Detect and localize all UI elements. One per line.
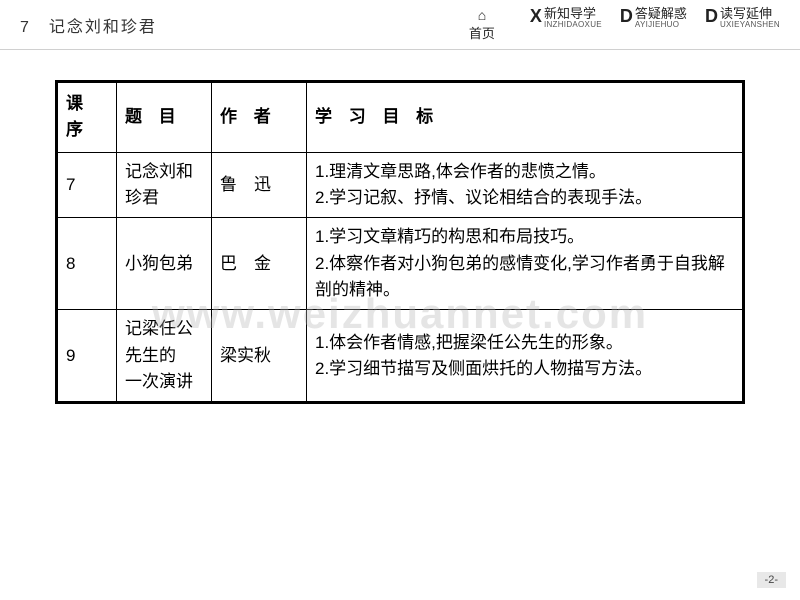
nav-sub: UXIEYANSHEN — [720, 21, 780, 30]
cell-author: 巴 金 — [212, 218, 307, 310]
cell-title: 小狗包弟 — [117, 218, 212, 310]
nav-letter: D — [705, 7, 718, 25]
nav-label: 答疑解惑 — [635, 7, 687, 21]
nav-xinzhi[interactable]: X 新知导学 INZHIDAOXUE — [530, 7, 602, 30]
table-row: 7 记念刘和珍君 鲁 迅 1.理清文章思路,体会作者的悲愤之情。2.学习记叙、抒… — [57, 152, 744, 218]
th-title: 题 目 — [117, 82, 212, 153]
cell-title: 记梁任公先生的一次演讲 — [117, 310, 212, 403]
cell-goals: 1.学习文章精巧的构思和布局技巧。2.体察作者对小狗包弟的感情变化,学习作者勇于… — [307, 218, 744, 310]
th-author: 作 者 — [212, 82, 307, 153]
nav-bar: ⌂ 首页 X 新知导学 INZHIDAOXUE D 答疑解惑 AYIJIEHUO — [452, 7, 780, 42]
table-header-row: 课 序 题 目 作 者 学 习 目 标 — [57, 82, 744, 153]
nav-sub: AYIJIEHUO — [635, 21, 687, 30]
cell-seq: 7 — [57, 152, 117, 218]
nav-label: 首页 — [469, 23, 495, 42]
cell-goals: 1.体会作者情感,把握梁任公先生的形象。2.学习细节描写及侧面烘托的人物描写方法… — [307, 310, 744, 403]
lesson-table: 课 序 题 目 作 者 学 习 目 标 7 记念刘和珍君 鲁 迅 1.理清文章思… — [55, 80, 745, 404]
cell-author: 鲁 迅 — [212, 152, 307, 218]
th-seq: 课 序 — [57, 82, 117, 153]
cell-seq: 8 — [57, 218, 117, 310]
page-number: -2- — [757, 572, 786, 588]
nav-label: 新知导学 — [544, 7, 602, 21]
nav-label: 读写延伸 — [720, 7, 780, 21]
table-row: 8 小狗包弟 巴 金 1.学习文章精巧的构思和布局技巧。2.体察作者对小狗包弟的… — [57, 218, 744, 310]
home-icon: ⌂ — [478, 7, 486, 23]
cell-author: 梁实秋 — [212, 310, 307, 403]
nav-letter: X — [530, 7, 542, 25]
nav-sub: INZHIDAOXUE — [544, 21, 602, 30]
nav-duxie[interactable]: D 读写延伸 UXIEYANSHEN — [705, 7, 780, 30]
table-row: 9 记梁任公先生的一次演讲 梁实秋 1.体会作者情感,把握梁任公先生的形象。2.… — [57, 310, 744, 403]
cell-goals: 1.理清文章思路,体会作者的悲愤之情。2.学习记叙、抒情、议论相结合的表现手法。 — [307, 152, 744, 218]
th-goals: 学 习 目 标 — [307, 82, 744, 153]
table-body: 7 记念刘和珍君 鲁 迅 1.理清文章思路,体会作者的悲愤之情。2.学习记叙、抒… — [57, 152, 744, 403]
doc-title: 7 记念刘和珍君 — [20, 13, 157, 37]
nav-home[interactable]: ⌂ 首页 — [452, 7, 512, 42]
cell-title: 记念刘和珍君 — [117, 152, 212, 218]
header-bar: 7 记念刘和珍君 ⌂ 首页 X 新知导学 INZHIDAOXUE D 答疑解惑 … — [0, 0, 800, 50]
content-area: 课 序 题 目 作 者 学 习 目 标 7 记念刘和珍君 鲁 迅 1.理清文章思… — [0, 50, 800, 404]
nav-dayi[interactable]: D 答疑解惑 AYIJIEHUO — [620, 7, 687, 30]
nav-letter: D — [620, 7, 633, 25]
cell-seq: 9 — [57, 310, 117, 403]
